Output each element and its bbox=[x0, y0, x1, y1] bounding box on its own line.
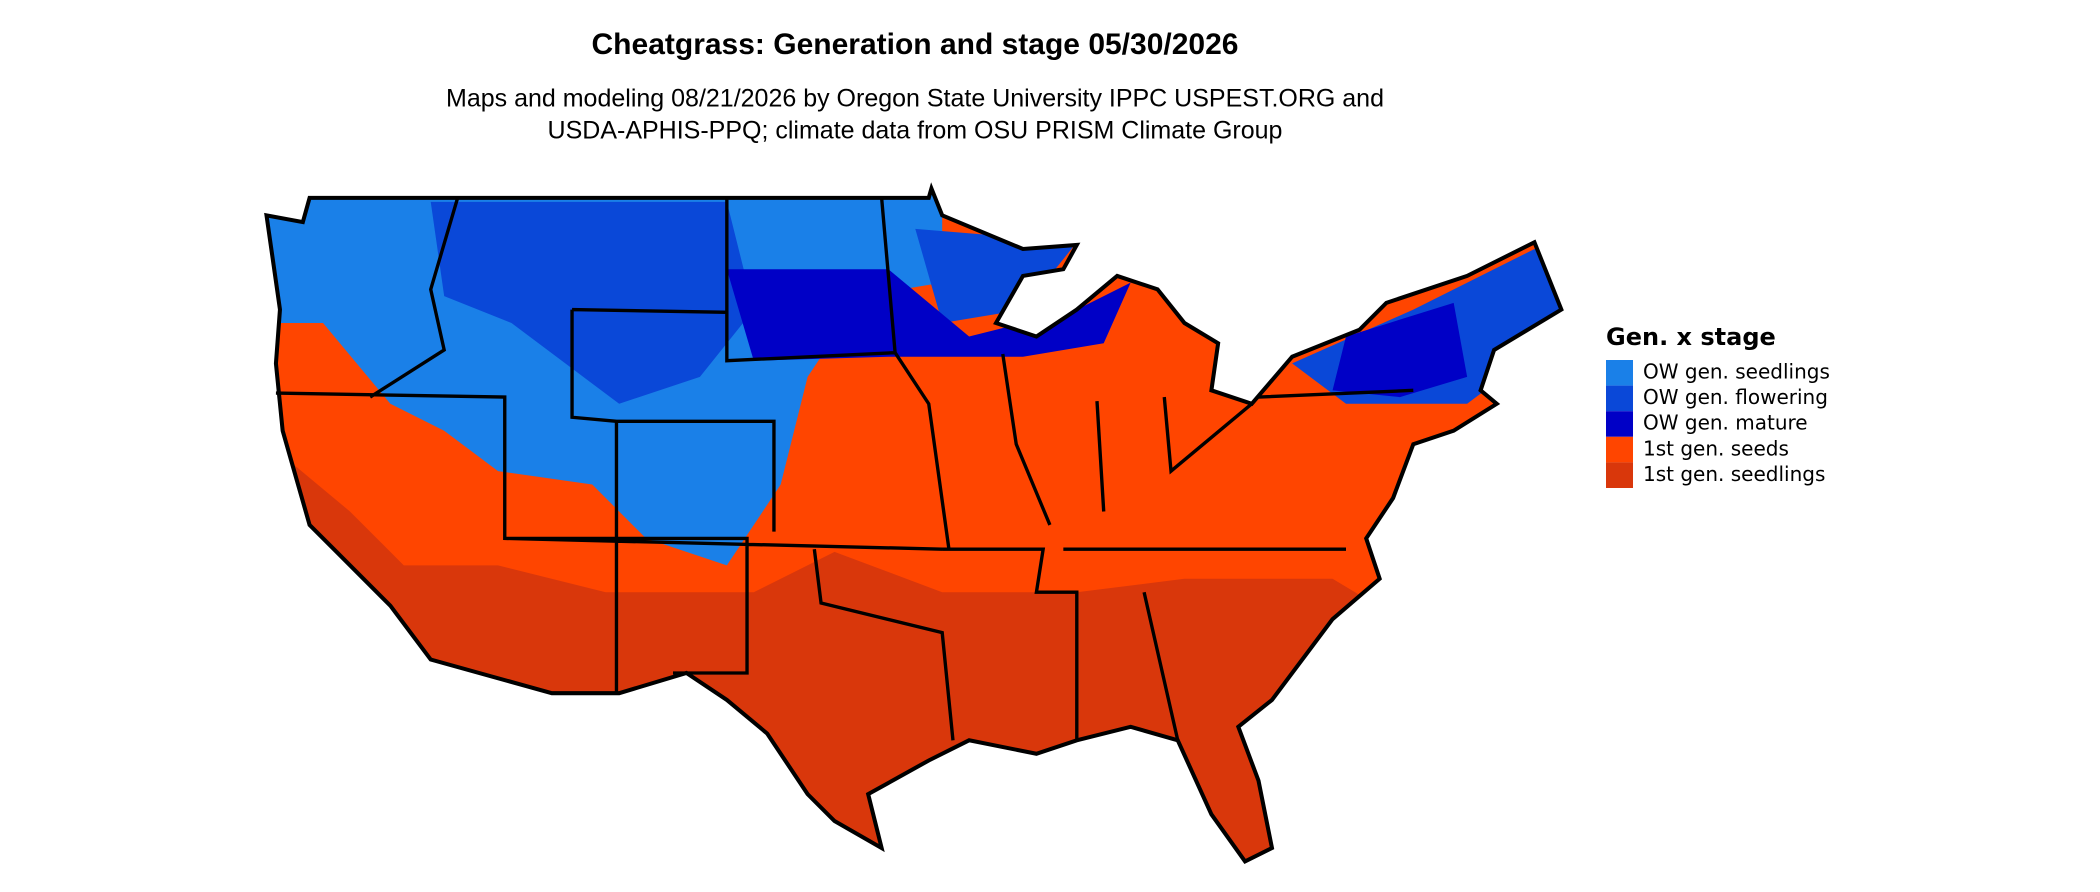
legend-label: 1st gen. seeds bbox=[1643, 436, 1789, 460]
subtitle: Maps and modeling 08/21/2026 by Oregon S… bbox=[446, 85, 1384, 113]
legend-swatch bbox=[1606, 462, 1633, 488]
legend-swatch bbox=[1606, 385, 1633, 412]
legend-label: 1st gen. seedlings bbox=[1643, 462, 1825, 486]
region bbox=[430, 201, 1562, 404]
map-title: Cheatgrass: Generation and stage 05/30/2… bbox=[592, 28, 1239, 61]
legend-label: OW gen. flowering bbox=[1643, 385, 1828, 409]
subtitle: USDA-APHIS-PPQ; climate data from OSU PR… bbox=[548, 117, 1283, 145]
region bbox=[726, 269, 1468, 398]
legend-label: OW gen. seedlings bbox=[1643, 360, 1830, 384]
legend-label: OW gen. mature bbox=[1643, 411, 1808, 435]
legend-swatch bbox=[1606, 360, 1633, 386]
state-borders bbox=[264, 182, 1564, 865]
us-map bbox=[264, 182, 1564, 865]
legend-title: Gen. x stage bbox=[1606, 323, 1776, 351]
legend-swatch bbox=[1606, 411, 1633, 437]
legend-swatch bbox=[1606, 436, 1633, 463]
